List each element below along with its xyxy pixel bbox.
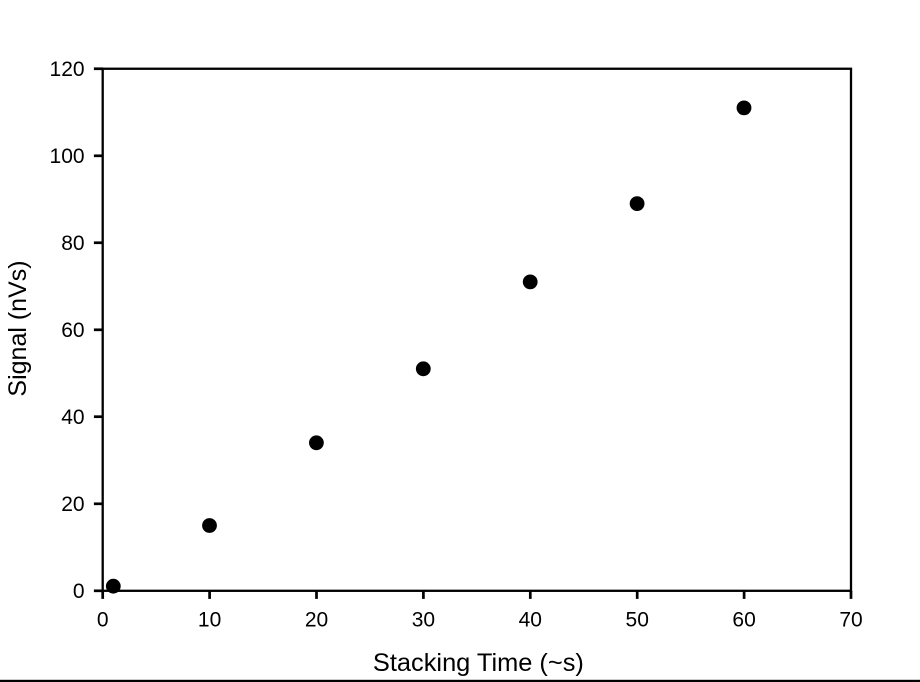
svg-text:30: 30	[412, 609, 435, 632]
svg-text:70: 70	[839, 609, 862, 632]
svg-text:60: 60	[732, 609, 755, 632]
svg-text:50: 50	[626, 609, 649, 632]
svg-text:Signal (nVs): Signal (nVs)	[4, 260, 32, 396]
svg-text:0: 0	[97, 609, 109, 632]
svg-text:60: 60	[61, 319, 84, 342]
svg-text:20: 20	[61, 493, 84, 516]
svg-text:40: 40	[519, 609, 542, 632]
svg-text:10: 10	[198, 609, 221, 632]
svg-text:120: 120	[50, 58, 85, 81]
svg-text:0: 0	[73, 580, 85, 603]
svg-text:20: 20	[305, 609, 328, 632]
svg-text:100: 100	[50, 145, 85, 168]
svg-text:80: 80	[61, 232, 84, 255]
svg-text:40: 40	[61, 406, 84, 429]
svg-text:Stacking Time (~s): Stacking Time (~s)	[373, 649, 584, 677]
